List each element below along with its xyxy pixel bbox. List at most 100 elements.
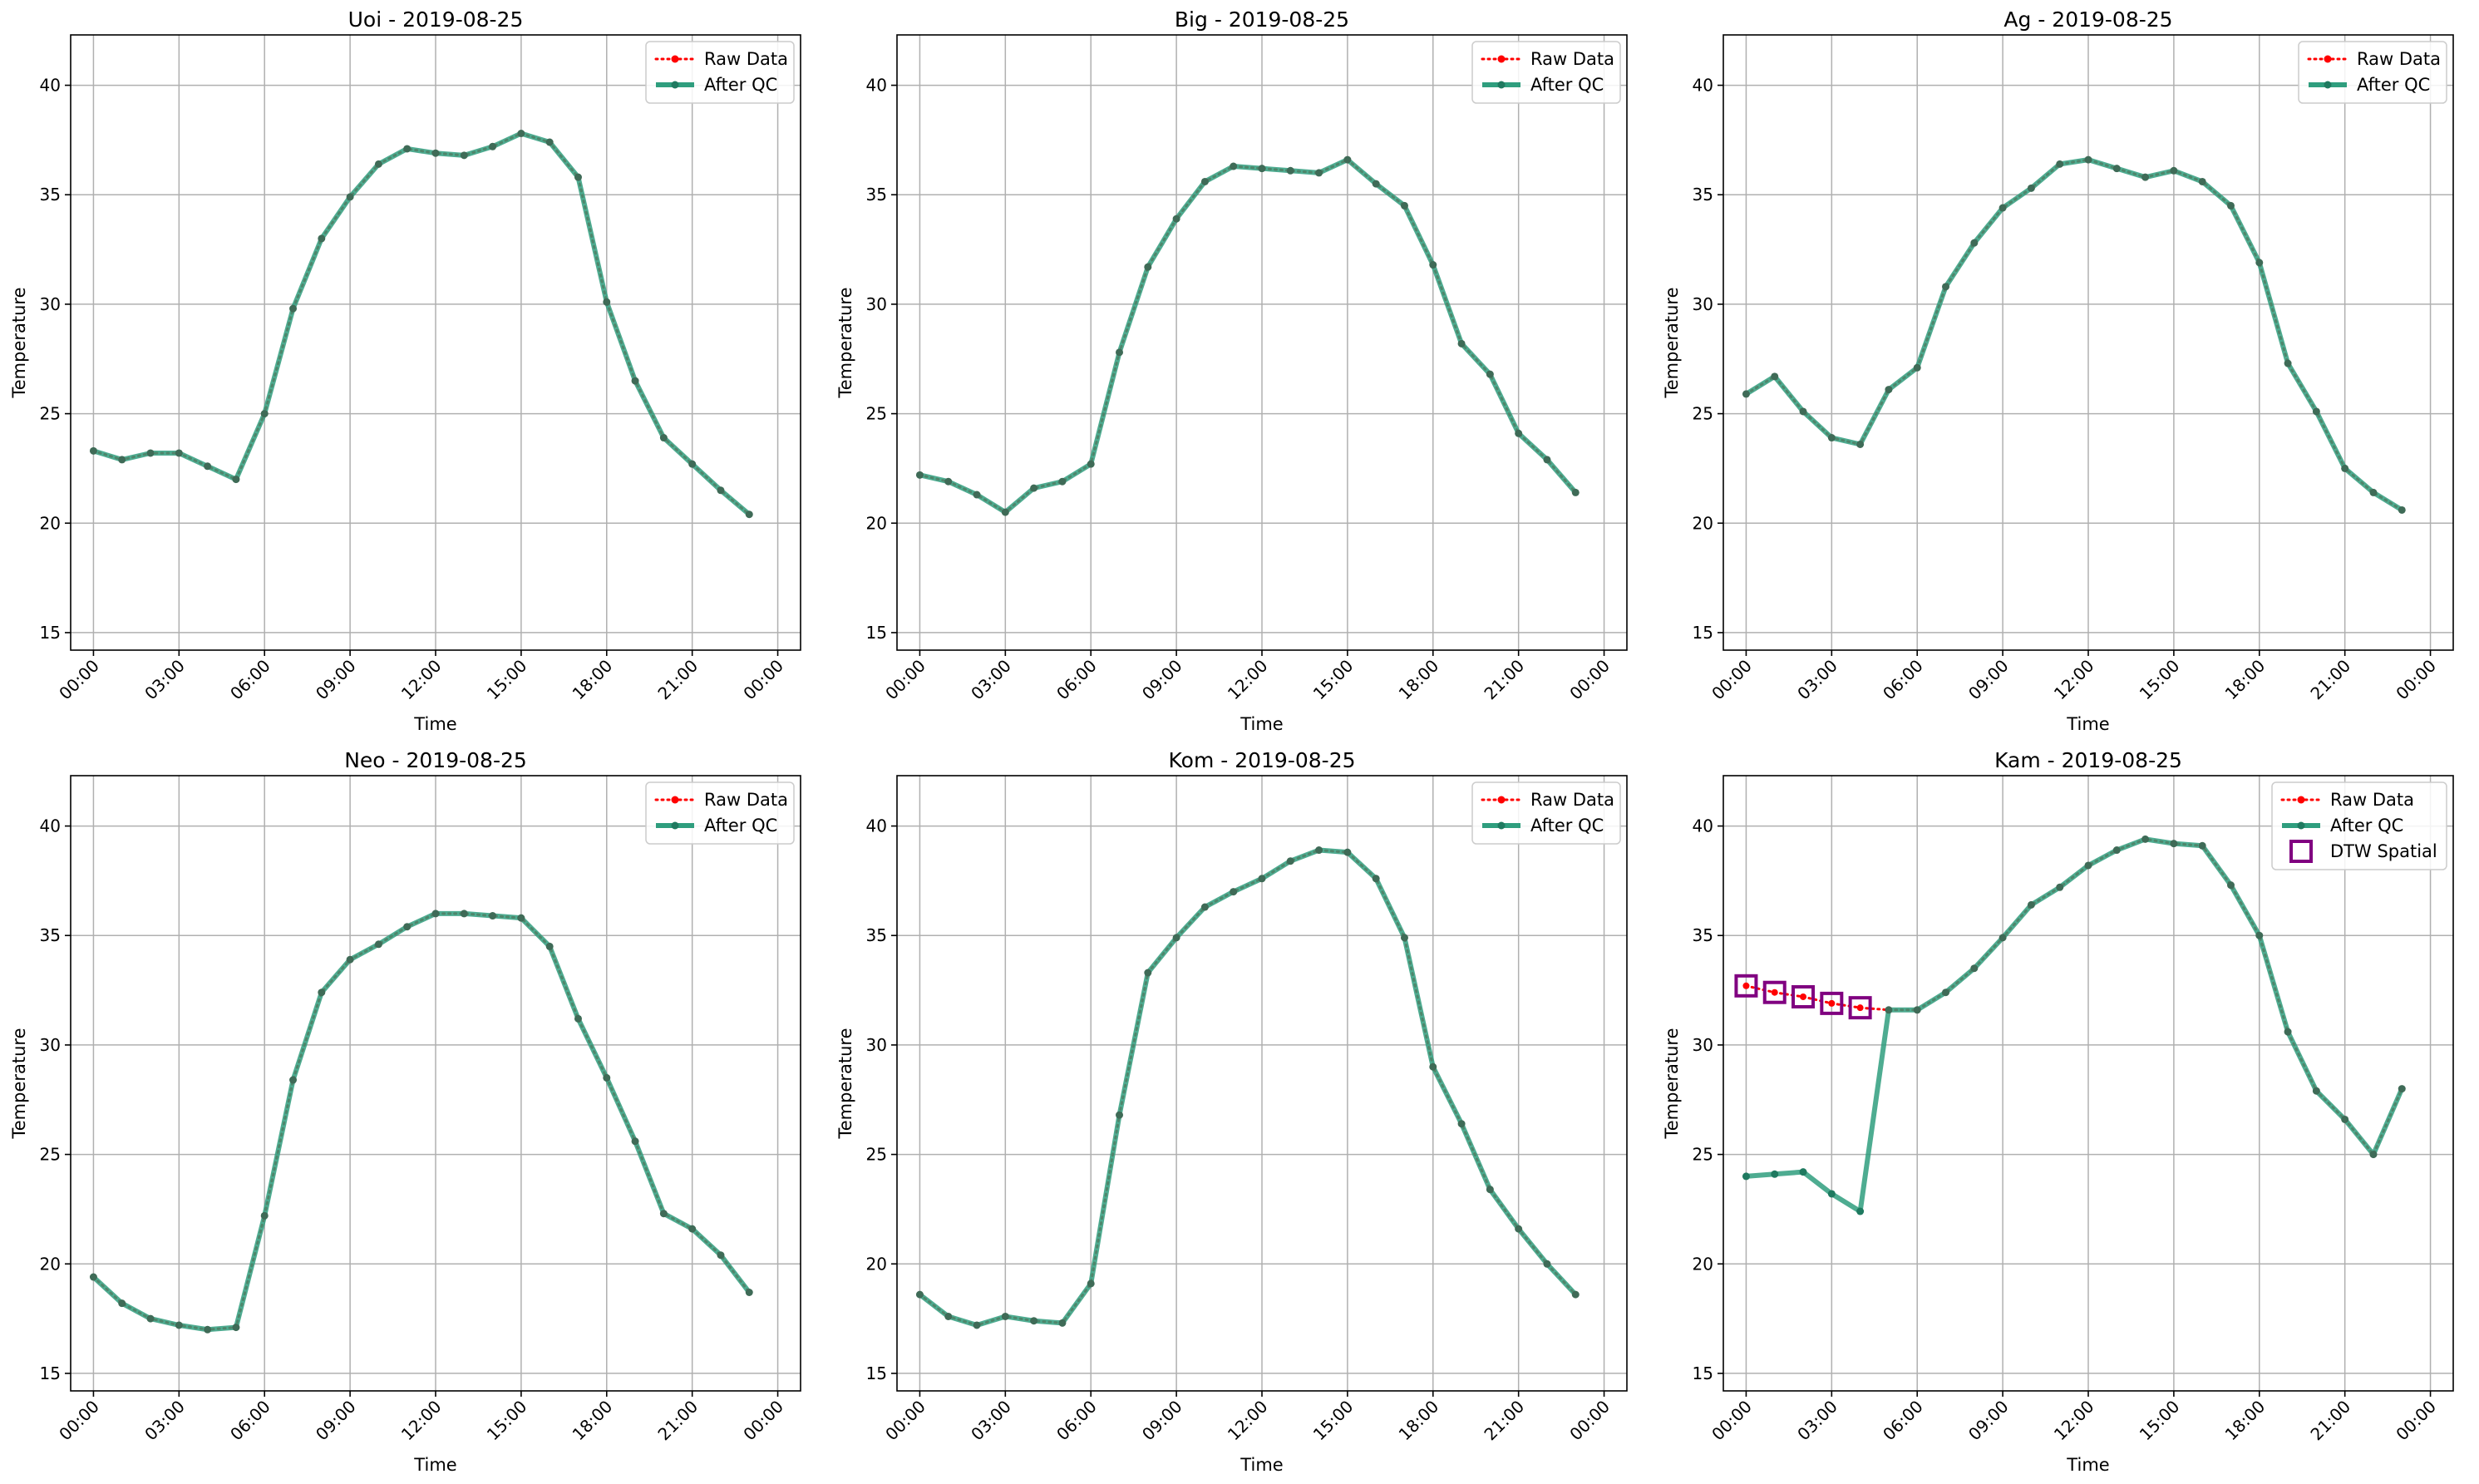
legend-qc-marker	[2297, 821, 2305, 830]
after-qc-point	[431, 910, 440, 918]
after-qc-point	[1571, 1290, 1580, 1299]
after-qc-point	[260, 1211, 269, 1220]
after-qc-point	[1742, 390, 1750, 398]
x-tick-label: 06:00	[1879, 656, 1927, 704]
after-qc-point	[1343, 848, 1352, 856]
chart-svg: 15 20 25 30 35 40 00:00 03:00 06:00 09:00 12:00 15:…	[1662, 7, 2454, 734]
x-axis-label: Time	[413, 714, 456, 734]
grid	[1723, 35, 2453, 650]
legend-label: Raw Data	[704, 790, 788, 810]
x-tick-label: 06:00	[1052, 1397, 1101, 1445]
after-qc-point	[2170, 840, 2178, 848]
after-qc-point	[2027, 900, 2035, 909]
legend-qc-marker	[671, 81, 679, 89]
grid	[71, 776, 801, 1391]
after-qc-point	[146, 449, 155, 457]
after-qc-point	[1457, 339, 1466, 348]
legend-raw-marker	[2324, 55, 2332, 63]
legend-label: Raw Data	[1530, 49, 1614, 69]
legend: Raw Data After QC	[1471, 781, 1621, 845]
x-tick-label: 00:00	[55, 1397, 103, 1445]
after-qc-point	[1230, 162, 1238, 170]
after-qc-point	[2312, 407, 2320, 416]
x-tick-label: 06:00	[1052, 656, 1101, 704]
after-qc-point	[1998, 204, 2007, 212]
after-qc-point	[2226, 881, 2235, 890]
after-qc-point	[89, 1273, 97, 1281]
after-qc-point	[1116, 1111, 1124, 1119]
chart-panel-1: 15 20 25 30 35 40 00:00 03:00 06:00 09:00 12:00 15:…	[0, 0, 826, 740]
after-qc-point	[1058, 1319, 1067, 1327]
after-qc-point	[745, 1288, 753, 1296]
x-tick-label: 00:00	[1708, 656, 1756, 704]
x-tick-label: 06:00	[226, 656, 274, 704]
x-tick-label: 21:00	[653, 1397, 702, 1445]
legend-box	[1471, 781, 1621, 845]
after-qc-point	[1200, 177, 1209, 185]
dtw-flag-marker	[1820, 991, 1844, 1015]
x-axis-label: Time	[1240, 714, 1283, 734]
x-tick-label: 03:00	[1793, 656, 1841, 704]
after-qc-point	[517, 130, 525, 138]
raw-data-line	[91, 912, 751, 1331]
after-qc-point	[2084, 861, 2092, 870]
after-qc-point	[1258, 875, 1266, 883]
raw-data-point	[1856, 1004, 1864, 1012]
after-qc-point	[1116, 348, 1124, 357]
raw-data-line	[1744, 837, 2403, 1157]
after-qc-point	[460, 151, 468, 160]
legend: Raw Data After QC	[645, 781, 795, 845]
x-tick-label: 21:00	[2306, 1397, 2354, 1445]
x-axis-label: Time	[2066, 714, 2109, 734]
after-qc-point	[1315, 169, 1323, 177]
after-qc-point	[2255, 259, 2264, 267]
y-axis-label: Temperature	[835, 287, 855, 398]
legend-raw-marker	[1497, 796, 1506, 804]
legend-qc-marker	[2324, 81, 2332, 89]
y-axis-label: Temperature	[9, 1028, 29, 1139]
x-tick-label: 12:00	[2050, 656, 2098, 704]
after-qc-point	[1885, 386, 1893, 394]
raw-data-line	[918, 849, 1577, 1327]
chart-title: Ag - 2019-08-25	[2003, 7, 2172, 32]
x-tick-label: 18:00	[569, 1397, 617, 1445]
after-qc-point	[204, 462, 212, 471]
x-axis-label: Time	[2066, 1455, 2109, 1475]
after-qc-point	[2198, 841, 2206, 850]
after-qc-point	[232, 1324, 240, 1332]
after-qc-point	[1030, 1317, 1038, 1325]
after-qc-point	[1799, 407, 1807, 416]
after-qc-point	[574, 1014, 582, 1023]
after-qc-point	[2084, 155, 2092, 164]
y-tick-label: 15	[40, 1363, 61, 1383]
x-tick-label: 12:00	[397, 656, 446, 704]
after-qc-line	[91, 910, 752, 1333]
chart-svg: 15 20 25 30 35 40 00:00 03:00 06:00 09:00 12:00 15:…	[835, 748, 1628, 1475]
after-qc-point	[1400, 201, 1408, 210]
after-qc-point	[1942, 283, 1950, 291]
raw-data-point	[1828, 999, 1836, 1007]
x-tick-label: 09:00	[312, 656, 360, 704]
x-tick-label: 15:00	[1309, 656, 1358, 704]
after-qc-point	[973, 491, 981, 499]
after-qc-point	[1856, 440, 1865, 448]
after-qc-point	[2312, 1087, 2320, 1095]
y-tick-label: 40	[866, 76, 887, 96]
x-tick-label: 00:00	[1565, 1397, 1614, 1445]
raw-data-point	[1771, 989, 1778, 996]
y-tick-label: 30	[1693, 294, 1713, 314]
legend: Raw Data After QC	[1471, 41, 1621, 104]
after-qc-point	[1742, 1172, 1750, 1181]
y-tick-label: 20	[1693, 513, 1713, 533]
after-qc-point	[1001, 508, 1009, 516]
legend-box	[2271, 781, 2447, 870]
after-qc-point	[1230, 888, 1238, 896]
x-tick-label: 12:00	[1224, 656, 1272, 704]
x-tick-label: 15:00	[483, 656, 531, 704]
y-tick-label: 30	[866, 1035, 887, 1055]
legend: Raw Data After QC	[2298, 41, 2447, 104]
x-tick-label: 00:00	[881, 1397, 929, 1445]
after-qc-point	[1030, 484, 1038, 492]
x-tick-label: 03:00	[967, 1397, 1015, 1445]
